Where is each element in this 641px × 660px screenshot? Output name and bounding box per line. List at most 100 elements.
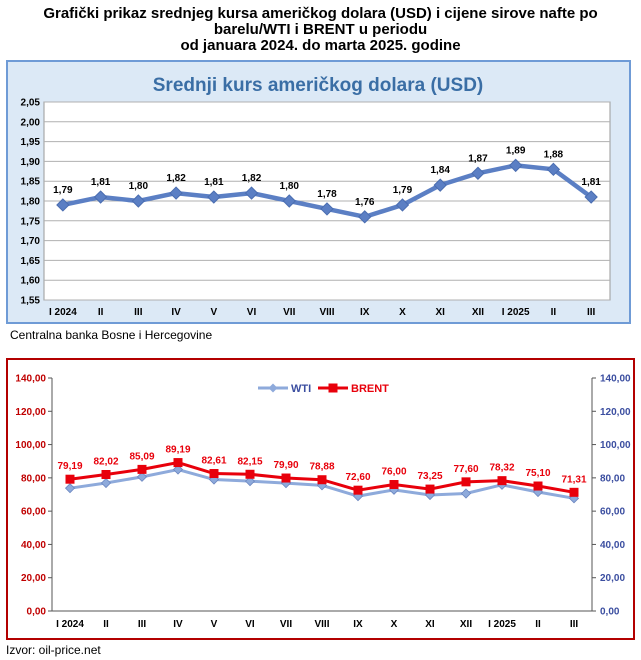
brent-point [389, 480, 399, 490]
usd-point [471, 166, 485, 180]
brent-data-label: 75,10 [525, 468, 550, 479]
usd-x-tick-label: I 2025 [502, 307, 530, 318]
oil-x-tick-label: I 2025 [488, 619, 516, 630]
usd-y-tick-label: 1,60 [21, 276, 41, 287]
brent-point [245, 469, 255, 479]
usd-y-tick-label: 2,00 [21, 117, 41, 128]
usd-data-label: 1,80 [280, 181, 300, 192]
usd-x-tick-label: I 2024 [49, 307, 77, 318]
usd-y-tick-label: 1,55 [21, 296, 41, 307]
wti-point [172, 464, 184, 475]
usd-x-tick-label: XII [472, 307, 484, 318]
oil-x-tick-label: XI [425, 619, 435, 630]
oil-x-tick-label: V [211, 619, 218, 630]
brent-point [65, 474, 75, 484]
oil-y-tick-label-left: 100,00 [15, 440, 46, 451]
oil-x-tick-label: XII [460, 619, 472, 630]
oil-chart-svg: 0,00 0,00 20,00 20,00 40,00 40,00 60,00 60,00 80… [6, 358, 635, 640]
oil-x-tick-label: IX [353, 619, 363, 630]
oil-x-tick-label: VII [280, 619, 292, 630]
legend-brent-marker [328, 383, 338, 393]
brent-data-label: 82,02 [93, 456, 118, 467]
oil-x-tick-label: II [103, 619, 109, 630]
usd-chart: Srednji kurs američkog dolara (USD) 1,55 1… [6, 60, 631, 324]
page-title: Grafički prikaz srednjeg kursa američkog… [0, 6, 641, 54]
oil-x-tick-label: III [138, 619, 147, 630]
usd-data-label: 1,79 [53, 185, 73, 196]
usd-x-tick-label: IX [360, 307, 370, 318]
usd-point [433, 178, 447, 192]
usd-data-label: 1,87 [468, 153, 488, 164]
usd-data-label: 1,81 [91, 177, 111, 188]
usd-point [508, 158, 523, 173]
brent-data-label: 79,90 [273, 460, 298, 471]
brent-data-label: 78,32 [489, 463, 514, 474]
usd-y-tick-label: 1,80 [21, 197, 41, 208]
usd-data-label: 1,76 [355, 197, 375, 208]
brent-data-label: 77,60 [453, 464, 478, 475]
usd-data-label: 1,82 [166, 173, 186, 184]
usd-point [584, 190, 598, 204]
usd-chart-svg: Srednji kurs američkog dolara (USD) 1,55 1… [6, 60, 631, 324]
wti-point [460, 488, 472, 499]
usd-point [169, 186, 183, 200]
legend-brent-label: BRENT [351, 383, 389, 395]
oil-legend: WTI BRENT [258, 383, 389, 395]
usd-y-tick-label: 1,65 [21, 256, 41, 267]
brent-point [101, 469, 111, 479]
usd-point [131, 194, 146, 208]
oil-y-tick-label-left: 140,00 [15, 374, 46, 385]
usd-data-label: 1,79 [393, 185, 413, 196]
brent-point [569, 487, 579, 497]
wti-point [64, 483, 76, 494]
wti-point [136, 471, 148, 482]
oil-y-tick-label-left: 40,00 [21, 540, 46, 551]
title-line-2: barelu/WTI i BRENT u periodu [213, 21, 428, 38]
oil-y-tick-label-left: 20,00 [21, 573, 46, 584]
oil-y-tick-label-left: 120,00 [15, 407, 46, 418]
legend-wti-label: WTI [291, 383, 311, 395]
usd-x-tick-label: II [551, 307, 557, 318]
usd-x-tick-label: II [98, 307, 104, 318]
usd-point [207, 190, 221, 204]
oil-chart-frame [6, 358, 635, 640]
oil-source: Izvor: oil-price.net [6, 643, 101, 657]
brent-point [137, 464, 147, 474]
oil-y-tick-label-right: 80,00 [600, 473, 625, 484]
usd-data-label: 1,89 [506, 145, 526, 156]
usd-y-tick-label: 1,90 [21, 157, 41, 168]
usd-point [282, 194, 296, 208]
title-line-1: Grafički prikaz srednjeg kursa američkog… [43, 5, 598, 22]
brent-data-label: 71,31 [561, 474, 586, 485]
oil-y-tick-label-right: 40,00 [600, 540, 625, 551]
usd-x-tick-label: XI [435, 307, 445, 318]
usd-point [358, 210, 372, 224]
brent-point [209, 469, 219, 479]
usd-y-tick-label: 1,75 [21, 216, 41, 227]
brent-data-label: 76,00 [381, 467, 406, 478]
oil-chart: 0,00 0,00 20,00 20,00 40,00 40,00 60,00 60,00 80… [6, 358, 635, 640]
usd-data-label: 1,81 [204, 177, 224, 188]
oil-y-tick-label-right: 0,00 [600, 607, 620, 618]
usd-point [320, 202, 334, 216]
usd-source: Centralna banka Bosne i Hercegovine [10, 328, 213, 342]
usd-x-tick-label: V [210, 307, 217, 318]
usd-x-tick-label: X [399, 307, 406, 318]
usd-point [93, 190, 108, 204]
usd-data-label: 1,88 [544, 149, 564, 160]
usd-y-tick-label: 2,05 [21, 98, 41, 109]
brent-data-label: 85,09 [129, 451, 154, 462]
brent-data-label: 79,19 [57, 461, 82, 472]
wti-point [100, 477, 112, 489]
oil-y-tick-label-right: 140,00 [600, 374, 631, 385]
usd-point [395, 198, 410, 212]
oil-x-tick-label: II [535, 619, 541, 630]
legend-wti-marker [268, 383, 278, 393]
usd-data-label: 1,80 [129, 181, 149, 192]
brent-data-label: 78,88 [309, 462, 334, 473]
oil-y-tick-label-left: 0,00 [27, 607, 47, 618]
brent-point [533, 481, 543, 491]
oil-x-tick-label: VI [245, 619, 255, 630]
oil-x-tick-label: I 2024 [56, 619, 84, 630]
usd-y-tick-label: 1,70 [21, 236, 41, 247]
